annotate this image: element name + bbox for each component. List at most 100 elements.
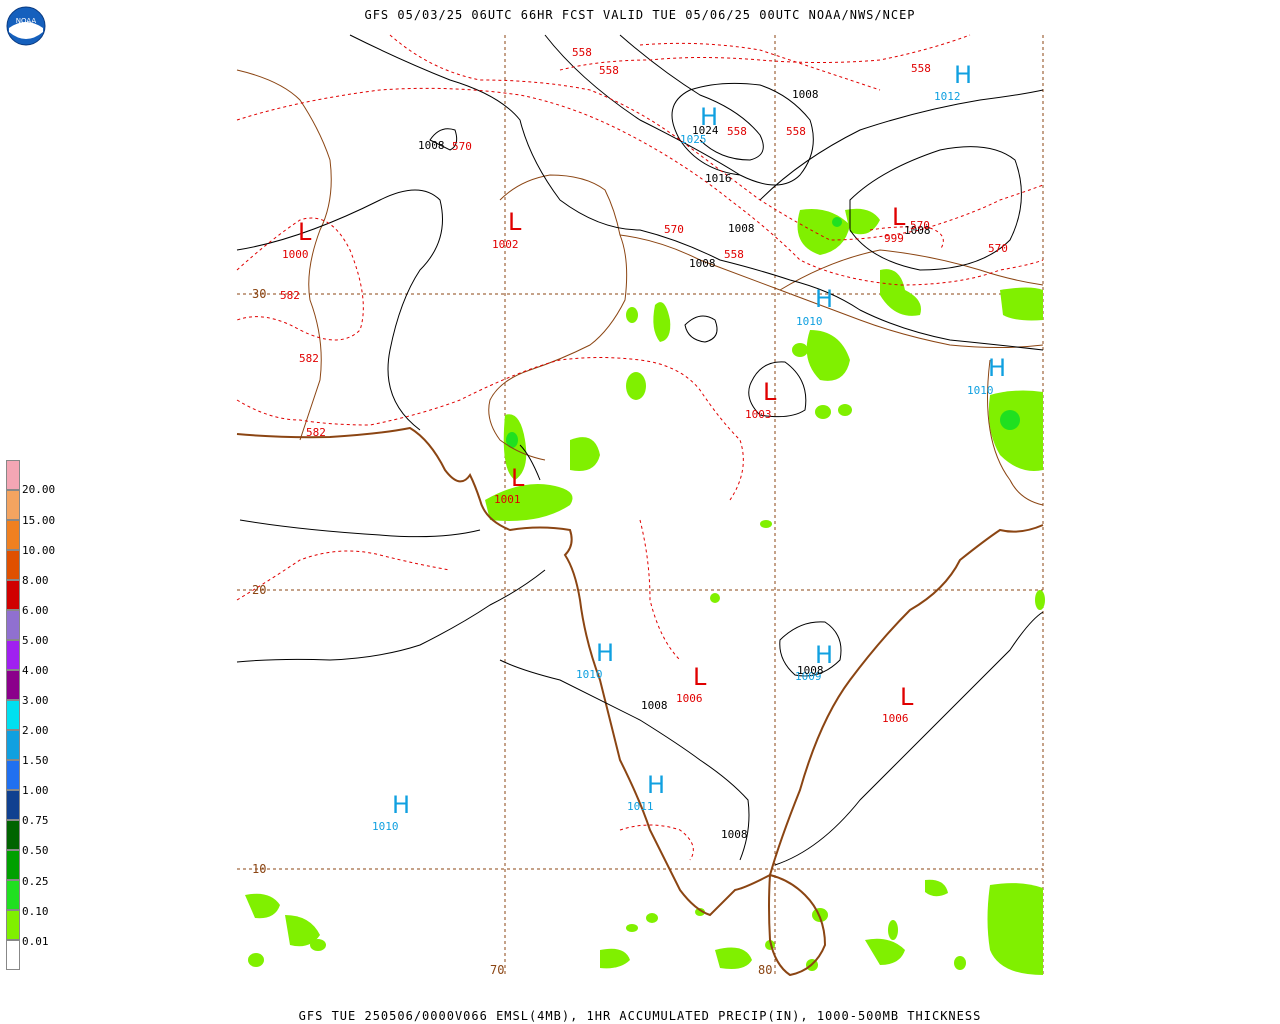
isobar-label: 1008 <box>641 699 668 712</box>
low-value: 1001 <box>494 493 521 506</box>
legend-swatch <box>6 730 20 760</box>
thickness-label: 570 <box>452 140 472 153</box>
thickness-label: 570 <box>664 223 684 236</box>
borders <box>236 69 1044 506</box>
high-value: 1025 <box>680 133 707 146</box>
thickness-label: 570 <box>988 242 1008 255</box>
noaa-logo: NOAA <box>6 6 46 46</box>
low-value: 1002 <box>492 238 519 251</box>
legend-label: 10.00 <box>22 544 56 557</box>
coastlines <box>236 426 1044 977</box>
low-value: 1000 <box>282 248 309 261</box>
legend-swatch <box>6 760 20 790</box>
thickness-label: 558 <box>727 125 747 138</box>
legend-swatch <box>6 610 20 640</box>
thickness-label: 570 <box>910 219 930 232</box>
isobar-label: 1008 <box>721 828 748 841</box>
legend-label: 8.00 <box>22 574 49 587</box>
legend-label: 0.50 <box>22 844 49 857</box>
thickness-label: 582 <box>280 289 300 302</box>
legend-label: 15.00 <box>22 514 56 527</box>
legend-label: 20.00 <box>22 483 56 496</box>
thickness-lines <box>236 34 1044 861</box>
legend-swatch <box>6 520 20 550</box>
legend-label: 0.01 <box>22 935 49 948</box>
precip-areas <box>245 208 1045 975</box>
high-value: 1010 <box>796 315 823 328</box>
legend-label: 6.00 <box>22 604 49 617</box>
high-value: 1010 <box>576 668 603 681</box>
thickness-label: 558 <box>786 125 806 138</box>
precip-legend <box>6 460 20 970</box>
high-center: H <box>700 103 719 131</box>
thickness-label: 582 <box>299 352 319 365</box>
legend-swatch <box>6 640 20 670</box>
low-value: 1006 <box>676 692 703 705</box>
map-title: GFS 05/03/25 06UTC 66HR FCST VALID TUE 0… <box>364 8 916 22</box>
isobar-label: 1016 <box>705 172 732 185</box>
high-center: H <box>392 791 411 819</box>
low-value: 1003 <box>745 408 772 421</box>
thickness-label: 558 <box>599 64 619 77</box>
legend-swatch <box>6 880 20 910</box>
lon-label-70: 70 <box>490 963 504 977</box>
low-value: 1006 <box>882 712 909 725</box>
legend-label: 4.00 <box>22 664 49 677</box>
high-center: H <box>596 639 615 667</box>
isobar-label: 1008 <box>792 88 819 101</box>
low-center: L <box>892 203 906 231</box>
high-value: 1010 <box>967 384 994 397</box>
low-center: L <box>693 663 707 691</box>
legend-label: 0.75 <box>22 814 49 827</box>
legend-swatch <box>6 460 20 490</box>
legend-label: 3.00 <box>22 694 49 707</box>
legend-swatch <box>6 790 20 820</box>
lat-label-10: 10 <box>252 862 266 876</box>
isobars <box>236 34 1044 866</box>
legend-label: 5.00 <box>22 634 49 647</box>
legend-label: 2.00 <box>22 724 49 737</box>
isobar-label: 1008 <box>689 257 716 270</box>
high-value: 1009 <box>795 670 822 683</box>
lat-label-20: 20 <box>252 583 266 597</box>
low-center: L <box>900 683 914 711</box>
high-center: H <box>988 354 1007 382</box>
high-center: H <box>647 771 666 799</box>
high-value: 1012 <box>934 90 961 103</box>
legend-swatch <box>6 700 20 730</box>
high-value: 1010 <box>372 820 399 833</box>
svg-text:NOAA: NOAA <box>16 17 37 25</box>
legend-swatch <box>6 850 20 880</box>
legend-label: 0.25 <box>22 875 49 888</box>
low-center: L <box>511 464 525 492</box>
high-center: H <box>815 285 834 313</box>
isobar-label: 1008 <box>728 222 755 235</box>
isobar-label: 1008 <box>797 664 824 677</box>
legend-label: 0.10 <box>22 905 49 918</box>
high-center: H <box>815 641 834 669</box>
legend-swatch <box>6 820 20 850</box>
legend-swatch <box>6 670 20 700</box>
thickness-label: 558 <box>724 248 744 261</box>
low-center: L <box>763 378 777 406</box>
map-footer: GFS TUE 250506/0000V066 EMSL(4MB), 1HR A… <box>298 1009 982 1023</box>
legend-swatch <box>6 550 20 580</box>
low-value: 999 <box>884 232 904 245</box>
isobar-label: 1024 <box>692 124 719 137</box>
thickness-label: 558 <box>911 62 931 75</box>
isobar-label: 1008 <box>418 139 445 152</box>
legend-swatch <box>6 490 20 520</box>
lat-label-30: 30 <box>252 287 266 301</box>
high-center: H <box>954 61 973 89</box>
high-value: 1011 <box>627 800 654 813</box>
precip-core <box>506 217 1020 448</box>
legend-swatch <box>6 910 20 940</box>
isobar-label: 1008 <box>904 224 931 237</box>
legend-label: 1.00 <box>22 784 49 797</box>
legend-label: 1.50 <box>22 754 49 767</box>
lon-label-80: 80 <box>758 963 772 977</box>
thickness-label: 558 <box>572 46 592 59</box>
legend-swatch <box>6 580 20 610</box>
low-center: L <box>298 218 312 246</box>
thickness-label: 582 <box>306 426 326 439</box>
